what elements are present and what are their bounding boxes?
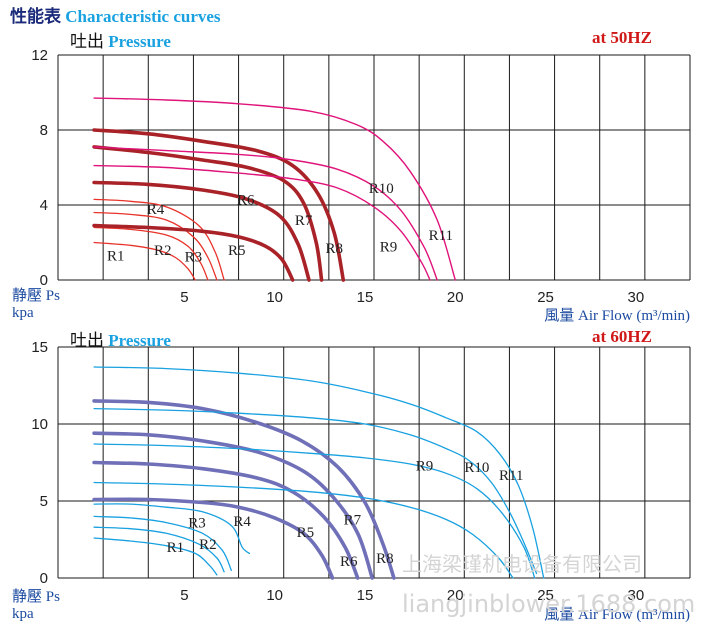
x-axis-label: 風量 Air Flow (m³/min)	[544, 607, 690, 623]
series-line-r3	[93, 515, 232, 571]
curve-label-r4: R4	[147, 202, 165, 218]
series-line-r12	[93, 407, 538, 575]
curve-label-r8: R8	[326, 241, 344, 257]
series-line-r3	[93, 211, 218, 281]
series-line-r2	[93, 226, 209, 281]
y-tick-label: 5	[40, 493, 48, 510]
x-tick-label: 5	[180, 587, 188, 604]
chart-60hz-plot: 0 5 10 15 5 10 15 20 25 30 R1 R2 R3 R4 R5 R6 R7 R8 R9 R10 R1…	[31, 339, 691, 604]
curve-label-r3: R3	[188, 516, 206, 532]
pressure-label-cn: 吐出	[70, 32, 104, 51]
y-tick-label: 0	[40, 272, 48, 289]
frequency-label: at 60HZ	[592, 327, 652, 346]
series-line-r11	[93, 97, 456, 281]
curve-label-r5: R5	[228, 243, 246, 259]
watermark-url: liangjinblower.1688.com	[402, 590, 696, 618]
x-tick-label: 15	[357, 587, 374, 604]
pressure-label-cn: 吐出	[70, 331, 104, 350]
y-axis-label-line1: 静壓 Ps	[12, 589, 60, 605]
series-line-r10	[93, 443, 536, 579]
x-tick-label: 25	[537, 587, 554, 604]
x-tick-label: 30	[627, 289, 644, 306]
y-axis-label: 静壓 Ps kpa	[12, 589, 60, 623]
series-line-r1	[93, 537, 218, 576]
y-axis-label-line1: 静壓 Ps	[12, 288, 60, 304]
curve-label-r9: R9	[416, 459, 434, 475]
x-tick-label: 10	[266, 587, 283, 604]
page-title: 性能表 Characteristic curves	[10, 2, 221, 27]
x-tick-label: 20	[447, 587, 464, 604]
curve-label-r1: R1	[167, 540, 185, 556]
chart-50hz-plot: 0 4 8 12 5 10 15 20 25 30 R1 R2 R3 R4 R5 R6 R7 R8 R9 R10 R11	[31, 47, 691, 306]
curve-label-r6: R6	[237, 192, 255, 208]
series-line-r7	[92, 431, 374, 580]
series-line-r6	[92, 460, 360, 580]
chart-60hz: 吐出 Pressure at 60HZ 0 5 10 15 5 10 15 20 25 30 R1 R…	[0, 322, 715, 629]
pressure-label: 吐出 Pressure	[70, 326, 171, 351]
y-tick-label: 10	[31, 416, 48, 433]
series-line-r11	[93, 366, 545, 579]
curve-label-r11: R11	[499, 468, 523, 484]
x-tick-label: 25	[537, 289, 554, 306]
series-line-r4	[93, 198, 225, 281]
page-title-cn: 性能表	[10, 7, 61, 26]
curve-label-r7: R7	[295, 213, 313, 229]
curve-label-r8: R8	[376, 551, 394, 567]
y-tick-label: 4	[40, 197, 48, 214]
curve-label-r5: R5	[297, 525, 315, 541]
series-line-r5	[92, 223, 295, 282]
x-tick-label: 5	[180, 289, 188, 306]
x-tick-label: 30	[627, 587, 644, 604]
curve-label-r3: R3	[185, 250, 203, 266]
frequency-label: at 50HZ	[592, 28, 652, 47]
y-tick-label: 15	[31, 339, 48, 356]
series-line-r1	[93, 241, 196, 281]
series-line-r10	[93, 146, 438, 281]
chart-50hz: 吐出 Pressure at 50HZ 0 4 8 12 5 10 15 20 25 30 R1 R2…	[0, 22, 715, 324]
y-tick-label: 12	[31, 47, 48, 64]
page-title-en: Characteristic curves	[65, 7, 221, 26]
pressure-label-en: Pressure	[108, 331, 171, 350]
curve-label-r2: R2	[154, 243, 172, 259]
curve-label-r9: R9	[380, 239, 398, 255]
curve-label-r10: R10	[464, 460, 489, 476]
curve-label-r10: R10	[369, 181, 394, 197]
series-line-r7	[92, 145, 324, 282]
series-line-r5	[92, 497, 335, 580]
pressure-label-en: Pressure	[108, 32, 171, 51]
x-tick-label: 20	[447, 289, 464, 306]
series-line-r9	[93, 164, 431, 281]
curve-label-r1: R1	[107, 249, 125, 265]
curve-label-r11: R11	[429, 228, 453, 244]
curve-label-r6: R6	[340, 554, 358, 570]
watermark-company: 上海梁瑾机电设备有限公司	[402, 552, 642, 576]
pressure-label: 吐出 Pressure	[70, 27, 171, 52]
y-tick-label: 0	[40, 570, 48, 587]
x-tick-label: 10	[266, 289, 283, 306]
x-axis-label: 風量 Air Flow (m³/min)	[544, 308, 690, 324]
series-line-r8	[92, 399, 396, 580]
x-tick-label: 15	[357, 289, 374, 306]
series-line-r8	[92, 128, 346, 282]
curve-label-r4: R4	[233, 514, 251, 530]
series-line-r9	[93, 481, 514, 579]
y-tick-label: 8	[40, 122, 48, 139]
y-axis-label-line2: kpa	[12, 305, 34, 321]
curve-label-r2: R2	[199, 537, 217, 553]
curve-label-r7: R7	[344, 512, 362, 528]
y-axis-label-line2: kpa	[12, 606, 34, 622]
series-line-r6	[92, 180, 311, 282]
y-axis-label: 静壓 Ps kpa	[12, 288, 60, 322]
series-line-r4	[93, 503, 251, 555]
series-line-r2	[93, 526, 225, 573]
